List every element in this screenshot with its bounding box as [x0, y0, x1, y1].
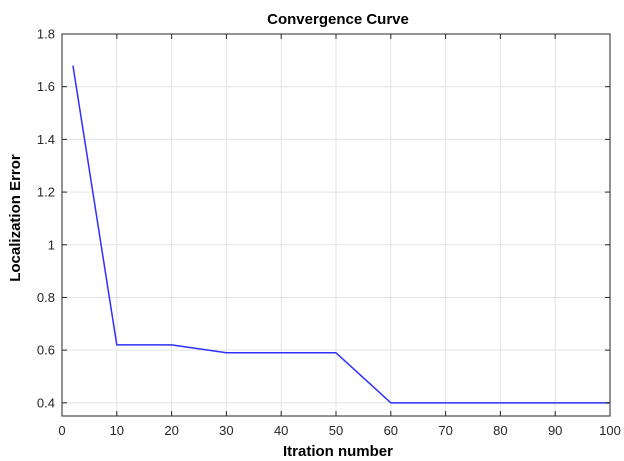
x-tick-label: 60 — [384, 423, 398, 438]
x-tick-label: 80 — [493, 423, 507, 438]
x-tick-label: 90 — [548, 423, 562, 438]
x-tick-label: 0 — [58, 423, 65, 438]
y-tick-label: 1.6 — [37, 79, 55, 94]
y-tick-label: 1.8 — [37, 27, 55, 42]
y-tick-label: 0.8 — [37, 290, 55, 305]
x-axis-title: Itration number — [283, 443, 393, 460]
y-tick-label: 0.6 — [37, 343, 55, 358]
x-tick-label: 40 — [274, 423, 288, 438]
x-tick-label: 20 — [164, 423, 178, 438]
axis-ticks: 0 10 20 30 40 50 60 70 80 90 100 0.4 0.6 0.8 1 1.2 1.4 1.… — [37, 27, 621, 439]
x-tick-label: 100 — [599, 423, 621, 438]
chart-title: Convergence Curve — [267, 11, 409, 28]
x-tick-label: 70 — [438, 423, 452, 438]
y-tick-label: 0.4 — [37, 395, 55, 410]
series-line — [72, 65, 610, 404]
y-axis-title: Localization Error — [7, 154, 24, 282]
x-tick-label: 10 — [110, 423, 124, 438]
y-tick-label: 1.4 — [37, 132, 55, 147]
x-tick-label: 50 — [329, 423, 343, 438]
data-series — [72, 65, 610, 404]
y-tick-label: 1 — [48, 237, 55, 252]
grid-lines — [61, 33, 611, 417]
x-tick-label: 30 — [219, 423, 233, 438]
y-tick-label: 1.2 — [37, 185, 55, 200]
